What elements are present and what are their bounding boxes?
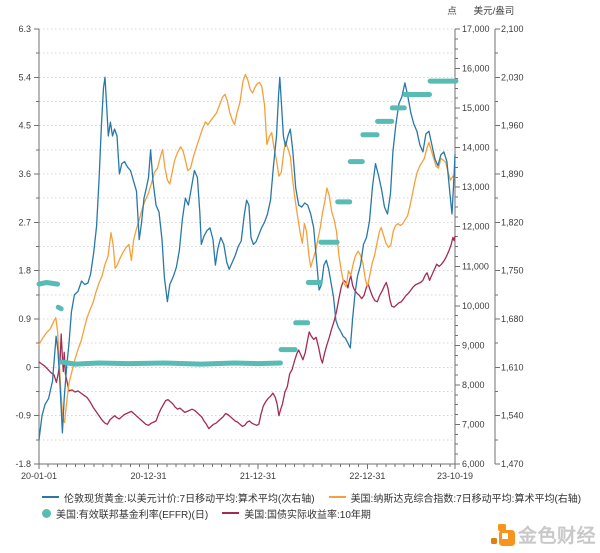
x-axis-tick-label: 22-12-31 — [349, 471, 385, 481]
left-axis-tick-label: 5.4 — [18, 72, 31, 82]
nasdaq-line-marker-icon — [328, 495, 346, 499]
series-line-1 — [38, 73, 456, 424]
points-axis-unit-label: 点 — [447, 6, 457, 17]
jinse-logo-icon — [490, 523, 515, 546]
usd-axis-tick-label: 1,470 — [501, 459, 524, 469]
usd-axis-tick-label: 1,750 — [501, 266, 524, 276]
left-axis-tick-label: 2.7 — [18, 217, 31, 227]
points-axis-tick-label: 13,000 — [462, 182, 490, 192]
points-axis-tick-label: 15,000 — [462, 103, 490, 113]
legend-item-effr: 美国:有效联邦基金利率(EFFR)(日) — [42, 506, 208, 521]
points-axis-tick-label: 16,000 — [462, 64, 490, 74]
x-axis-tick-label: 21-12-31 — [240, 471, 276, 481]
legend-label-real-yield: 美国:国债实际收益率:10年期 — [244, 509, 371, 521]
points-axis-tick-label: 7,000 — [462, 419, 485, 429]
watermark: 金色财经 — [490, 521, 596, 548]
legend-item-gold: 伦敦现货黄金:以美元计价:7日移动平均:算术平均(次右轴) — [42, 490, 315, 505]
points-axis-tick-label: 9,000 — [462, 340, 485, 350]
usd-axis-tick-label: 1,610 — [501, 362, 524, 372]
effr-dot-marker-icon — [42, 508, 51, 518]
points-axis-tick-label: 6,000 — [462, 459, 485, 469]
left-axis-tick-label: 0 — [26, 362, 31, 372]
usd-axis-tick-label: 1,820 — [501, 217, 524, 227]
legend-label-effr: 美国:有效联邦基金利率(EFFR)(日) — [56, 509, 209, 521]
usd-axis-tick-label: 2,030 — [501, 72, 524, 82]
legend-row-1: 伦敦现货黄金:以美元计价:7日移动平均:算术平均(次右轴) 美国:纳斯达克综合指… — [42, 489, 582, 505]
left-axis-tick-label: -1.8 — [15, 459, 31, 469]
series-step-segment-2 — [36, 280, 61, 287]
left-axis-tick-label: 3.6 — [18, 169, 31, 179]
points-axis-tick-label: 11,000 — [462, 261, 489, 271]
left-axis-tick-label: 1.8 — [18, 266, 31, 276]
gold-line-marker-icon — [42, 495, 59, 499]
series-line-3 — [38, 235, 456, 430]
points-axis-tick-label: 14,000 — [462, 143, 490, 153]
watermark-text: 金色财经 — [517, 526, 596, 547]
chart-legend: 伦敦现货黄金:以美元计价:7日移动平均:算术平均(次右轴) 美国:纳斯达克综合指… — [42, 489, 582, 521]
legend-item-nasdaq: 美国:纳斯达克综合指数:7日移动平均:算术平均(右轴) — [328, 490, 582, 505]
usd-axis-tick-label: 1,540 — [501, 411, 524, 421]
legend-label-nasdaq: 美国:纳斯达克综合指数:7日移动平均:算术平均(右轴) — [350, 493, 582, 505]
series-step-segment-2 — [55, 304, 64, 312]
points-axis-tick-label: 12,000 — [462, 222, 490, 232]
real-yield-line-marker-icon — [222, 511, 240, 515]
left-axis-tick-label: -0.9 — [15, 411, 31, 421]
legend-label-gold: 伦敦现货黄金:以美元计价:7日移动平均:算术平均(次右轴) — [64, 493, 315, 505]
usd-axis-tick-label: 2,100 — [501, 24, 524, 34]
left-axis-tick-label: 6.3 — [18, 24, 31, 34]
series-line-0 — [38, 76, 456, 441]
usd-axis-unit-label: 美元/盎司 — [473, 6, 515, 17]
x-axis-tick-label: 20-12-31 — [130, 471, 166, 481]
left-axis-tick-label: 4.5 — [18, 121, 31, 131]
usd-axis-tick-label: 1,960 — [501, 121, 524, 131]
x-axis-tick-label: 23-10-19 — [437, 471, 473, 481]
series-step-segment-2 — [59, 359, 283, 367]
usd-axis-tick-label: 1,680 — [501, 314, 524, 324]
left-axis-tick-label: 0.9 — [18, 314, 31, 324]
points-axis-tick-label: 8,000 — [462, 380, 485, 390]
legend-row-2: 美国:有效联邦基金利率(EFFR)(日) 美国:国债实际收益率:10年期 — [42, 505, 582, 521]
usd-axis-tick-label: 1,890 — [501, 169, 524, 179]
x-axis-tick-label: 20-01-01 — [21, 471, 57, 481]
points-axis-tick-label: 10,000 — [462, 301, 490, 311]
legend-item-real-yield: 美国:国债实际收益率:10年期 — [222, 506, 371, 521]
points-axis-tick-label: 17,000 — [462, 24, 490, 34]
